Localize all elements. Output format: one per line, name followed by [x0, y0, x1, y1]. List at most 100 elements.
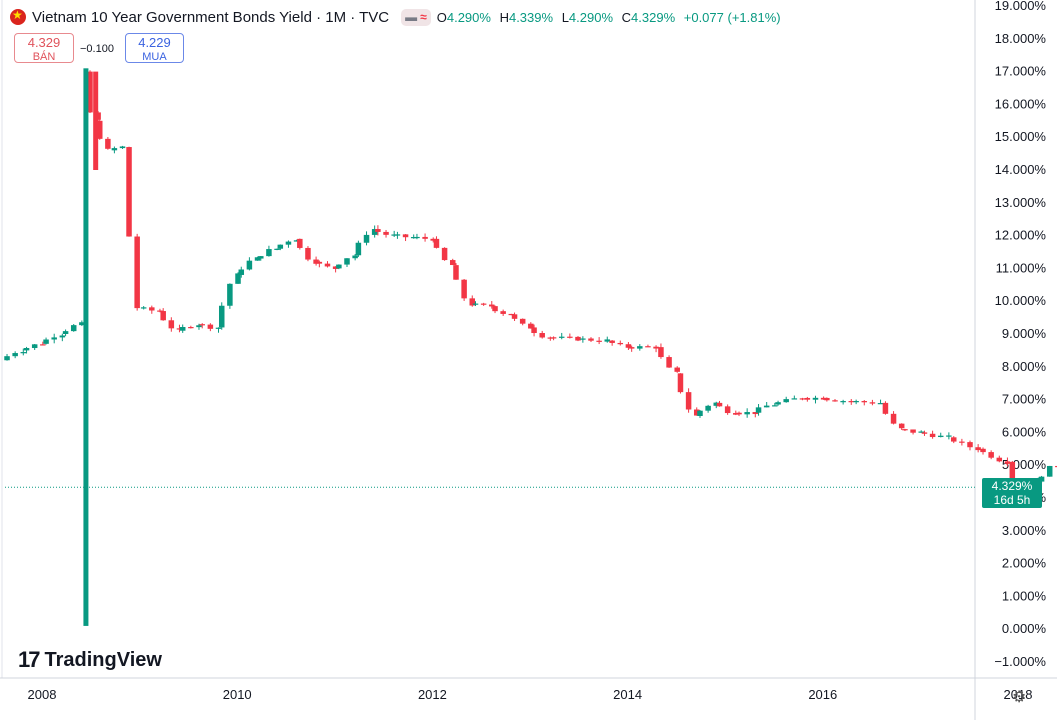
chart-style-toggle[interactable]: ▬ ≈	[401, 8, 431, 26]
candle-body	[1009, 461, 1016, 488]
candle-body	[469, 298, 476, 306]
candle-body	[677, 373, 684, 393]
symbol-title[interactable]: Vietnam 10 Year Government Bonds Yield ·…	[32, 8, 390, 26]
candle-body	[755, 407, 762, 413]
candle-body	[140, 307, 147, 309]
candle-body	[453, 265, 459, 280]
tradingview-logo[interactable]: 17 TradingView	[18, 647, 162, 673]
candle-body	[196, 325, 202, 328]
price-tick-label: 12.000%	[995, 228, 1047, 243]
buy-button[interactable]: 4.229 MUA	[125, 33, 184, 63]
candle-body	[628, 347, 635, 349]
candle-body	[716, 402, 723, 407]
candle-body	[293, 240, 300, 242]
price-tick-label: 13.000%	[995, 195, 1047, 210]
candle-body	[87, 71, 93, 113]
candle-body	[685, 392, 692, 410]
candle-body	[119, 146, 126, 149]
last-price-value: 4.329%	[991, 479, 1033, 493]
candle-body	[40, 344, 46, 346]
dash-icon: ▬	[405, 10, 418, 24]
candle-body	[508, 313, 515, 316]
candle-body	[246, 260, 253, 270]
candle-body	[567, 336, 573, 338]
candle-body	[79, 322, 85, 326]
candle-body	[959, 441, 965, 443]
candle-body	[336, 264, 342, 269]
candle-body	[653, 346, 659, 349]
price-tick-label: 1.000%	[1002, 588, 1047, 603]
close-value: 4.329%	[631, 9, 676, 25]
candle-body	[877, 403, 884, 405]
candle-body	[355, 242, 362, 256]
gear-icon[interactable]: ⚙	[1012, 689, 1027, 706]
candle-body	[176, 328, 183, 330]
candle-body	[820, 397, 827, 400]
candle-body	[832, 400, 838, 402]
price-tick-label: 10.000%	[995, 293, 1047, 308]
candle-body	[674, 367, 680, 372]
candle-body	[705, 405, 711, 411]
candle-body	[266, 249, 272, 257]
candle-body	[258, 256, 264, 259]
candle-body	[929, 433, 936, 438]
candle-body	[713, 402, 720, 406]
chart-legend[interactable]: Vietnam 10 Year Government Bonds Yield ·…	[10, 6, 786, 28]
candle-body	[363, 234, 370, 243]
candle-body	[988, 452, 994, 458]
candle-body	[134, 236, 140, 309]
candle-body	[812, 397, 819, 400]
price-tick-label: −1.000%	[994, 654, 1046, 669]
candle-body	[975, 447, 981, 451]
candle-body	[23, 348, 30, 351]
candle-body	[558, 336, 565, 338]
candle-body	[783, 399, 789, 403]
candle-body	[658, 347, 664, 358]
candle-body	[918, 431, 924, 433]
candle-body	[950, 437, 957, 442]
time-axis[interactable]: 2008201020122014201620182020202220242026	[0, 677, 1057, 702]
time-tick-label: 2014	[613, 687, 642, 702]
candle-body	[519, 318, 526, 324]
candle-body	[752, 412, 759, 415]
price-tick-label: 15.000%	[995, 129, 1047, 144]
buy-price: 4.229	[138, 35, 171, 50]
candle-body	[763, 405, 770, 408]
candle-body	[414, 236, 420, 239]
price-tick-label: 17.000%	[995, 64, 1047, 79]
candle-body	[235, 273, 241, 284]
time-tick-label: 2016	[808, 687, 837, 702]
candle-body	[96, 120, 103, 139]
candle-body	[199, 324, 205, 326]
candle-body	[799, 398, 806, 400]
low-value: 4.290%	[568, 9, 614, 25]
candle-body	[744, 412, 750, 415]
ohlc-values: O4.290% H4.339% L4.290% C4.329% +0.077 (…	[436, 9, 781, 25]
candle-body	[238, 269, 245, 275]
candle-body	[724, 406, 731, 414]
candle-body	[500, 311, 506, 314]
candle-body	[480, 303, 487, 305]
candle-body	[596, 340, 602, 342]
candle-body	[215, 327, 222, 329]
tradingview-wordmark: TradingView	[44, 648, 162, 671]
time-tick-label: 2012	[418, 687, 447, 702]
wave-icon: ≈	[420, 10, 427, 24]
candle-body	[179, 327, 186, 331]
candle-body	[840, 401, 846, 403]
sell-button[interactable]: 4.329 BÁN	[14, 33, 74, 63]
candle-body	[461, 279, 467, 299]
vietnam-flag-icon	[10, 8, 26, 25]
candle-body	[4, 356, 10, 361]
spread-value: −0.100	[80, 43, 114, 55]
candle-body	[575, 336, 581, 341]
candle-body	[313, 259, 319, 264]
price-tick-label: 3.000%	[1002, 523, 1047, 538]
candle-body	[227, 283, 233, 306]
candle-body	[528, 323, 534, 329]
candle-body	[492, 306, 498, 312]
price-tick-label: 0.000%	[1002, 621, 1047, 636]
candle-body	[316, 261, 323, 264]
